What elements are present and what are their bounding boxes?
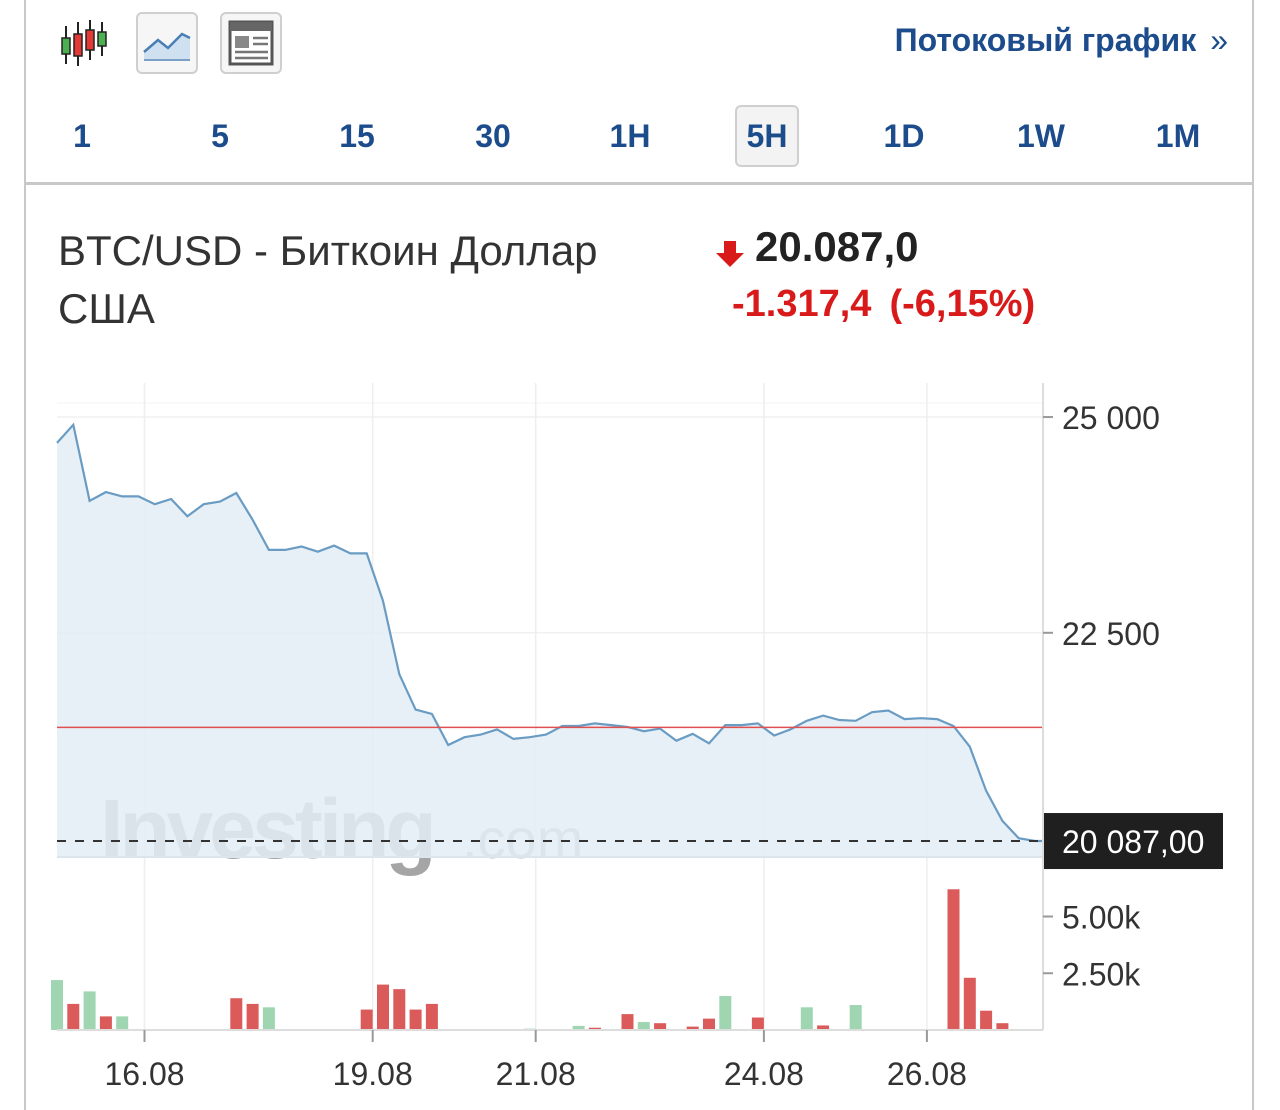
volume-bar	[800, 1007, 813, 1030]
volume-bar	[588, 1027, 601, 1030]
period-1w[interactable]: 1W	[1017, 118, 1065, 154]
current-price-label: 20 087,00	[1062, 824, 1204, 860]
streaming-chart-link[interactable]: Потоковый график »	[895, 22, 1228, 59]
period-1h[interactable]: 1H	[609, 118, 651, 154]
price-area	[56, 422, 1045, 858]
axes: 25 000 22 500 20 087,00 5.00k 2.50k 16.08 19.0…	[57, 383, 1223, 1092]
volume-bar	[67, 1003, 80, 1030]
candlestick-icon[interactable]	[54, 12, 116, 74]
period-5h[interactable]: 5H	[735, 105, 799, 167]
period-15[interactable]: 15	[339, 118, 375, 154]
volume-bar	[817, 1025, 830, 1030]
volume-bar	[425, 1003, 438, 1030]
volume-bar	[637, 1022, 650, 1030]
price-tick-label: 22 500	[1062, 616, 1160, 652]
volume-bar	[621, 1014, 634, 1030]
volume-bar	[83, 991, 96, 1030]
volume-bar	[246, 1003, 259, 1030]
volume-bar	[849, 1005, 862, 1030]
volume-bar	[686, 1026, 699, 1030]
streaming-chart-label: Потоковый график	[894, 22, 1197, 58]
price-series-line	[56, 422, 1045, 843]
line-chart-icon[interactable]	[136, 12, 198, 74]
instrument-title: BTC/USD - Биткоин Доллар США	[58, 222, 698, 338]
period-30[interactable]: 30	[475, 118, 511, 154]
price-change: -1.317,4 (-6,15%)	[732, 283, 1035, 326]
volume-bar	[654, 1023, 667, 1030]
volume-bar	[262, 1007, 275, 1030]
period-1[interactable]: 1	[73, 118, 91, 154]
volume-bar	[99, 1016, 112, 1030]
period-selector: 1 5 15 30 1H 5H 1D 1W 1M	[26, 105, 1252, 167]
volume-bar	[360, 1009, 373, 1030]
instrument-title-line1: BTC/USD - Биткоин Доллар	[58, 227, 598, 274]
price-block: 20.087,0	[715, 222, 919, 274]
volume-bar	[963, 977, 976, 1030]
volume-bar	[116, 1016, 129, 1030]
layout-icon[interactable]	[220, 12, 282, 74]
volume-bar	[719, 995, 732, 1030]
volume-bar	[572, 1025, 585, 1030]
time-tick-label: 26.08	[887, 1056, 967, 1092]
widget-frame	[24, 0, 1254, 1110]
time-tick-label: 16.08	[104, 1056, 184, 1092]
volume-bar	[947, 889, 960, 1030]
instrument-title-line2: США	[58, 285, 155, 332]
volume-bar	[751, 1017, 764, 1030]
volume-bar	[51, 980, 63, 1030]
volume-bar	[980, 1010, 993, 1030]
volume-bar	[393, 989, 406, 1030]
volume-bar	[703, 1018, 715, 1030]
down-arrow-icon	[715, 239, 745, 274]
reference-lines	[57, 726, 1043, 843]
current-price-box	[1044, 813, 1223, 870]
price-area-fill	[57, 424, 1045, 857]
double-chevron-icon: »	[1210, 22, 1228, 58]
price-tick-label: 25 000	[1062, 400, 1160, 436]
time-tick-label: 24.08	[724, 1056, 804, 1092]
last-price: 20.087,0	[755, 223, 919, 270]
volume-bar	[409, 1009, 422, 1030]
volume-bars	[51, 889, 1009, 1030]
time-tick-label: 19.08	[333, 1056, 413, 1092]
change-percent: (-6,15%)	[889, 283, 1036, 325]
period-5[interactable]: 5	[211, 118, 229, 154]
period-1m[interactable]: 1M	[1155, 118, 1201, 154]
volume-bar	[230, 998, 243, 1030]
chart-toolbar: Потоковый график» 1 5 15 30 1H 5H 1D 1W 1M	[26, 0, 1252, 185]
volume-bar	[377, 984, 389, 1030]
volume-tick-label: 5.00k	[1062, 900, 1141, 936]
volume-bar	[996, 1023, 1009, 1030]
change-value: -1.317,4	[732, 283, 872, 325]
time-tick-label: 21.08	[496, 1056, 576, 1092]
volume-tick-label: 2.50k	[1062, 956, 1141, 992]
period-1d[interactable]: 1D	[883, 118, 925, 154]
